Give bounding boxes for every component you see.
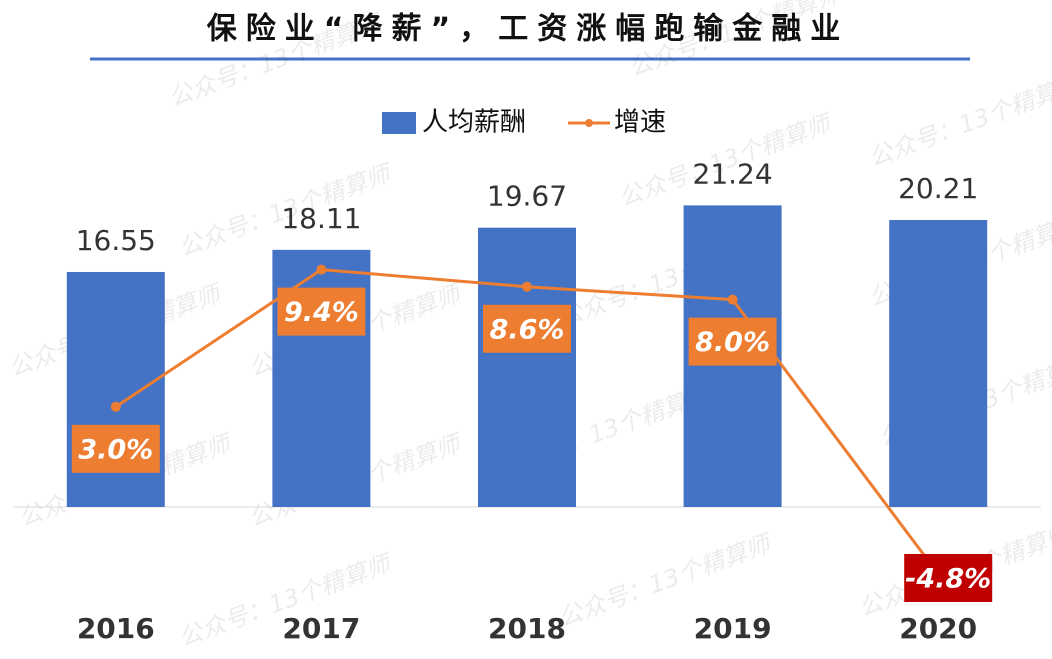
value-label-box bbox=[483, 304, 571, 353]
line-marker bbox=[110, 401, 121, 412]
value-label-box bbox=[688, 317, 777, 366]
value-label-box bbox=[71, 424, 160, 473]
bar-value-label: 21.24 bbox=[693, 157, 773, 190]
bar bbox=[889, 220, 988, 507]
x-tick-label: 2017 bbox=[282, 612, 360, 645]
value-label-box bbox=[277, 287, 366, 336]
chart-title: 保险业“降薪”，工资涨幅跑输金融业 bbox=[207, 12, 849, 47]
x-tick-label: 2020 bbox=[899, 612, 977, 645]
line-value-label: 8.6% bbox=[490, 314, 565, 345]
line-marker bbox=[522, 281, 532, 292]
line-value-label: 3.0% bbox=[78, 434, 153, 465]
line-marker bbox=[316, 264, 327, 275]
x-tick-label: 2016 bbox=[77, 612, 155, 645]
value-label-box bbox=[904, 553, 993, 602]
legend-swatch bbox=[382, 112, 416, 134]
bar-value-label: 19.67 bbox=[487, 180, 567, 213]
bar bbox=[478, 227, 576, 507]
legend-label: 人均薪酬 bbox=[422, 108, 526, 138]
legend-marker bbox=[585, 119, 593, 127]
x-tick-label: 2018 bbox=[488, 612, 566, 645]
bar-value-label: 18.11 bbox=[281, 202, 361, 235]
bar-value-label: 20.21 bbox=[898, 172, 978, 205]
line-value-label: -4.8% bbox=[905, 563, 991, 594]
line-value-label: 8.0% bbox=[695, 327, 770, 358]
legend-label: 增速 bbox=[614, 108, 666, 138]
watermark: 公众号：13个精算师 bbox=[865, 68, 1052, 172]
line-value-label: 9.4% bbox=[284, 297, 359, 328]
line-marker bbox=[727, 294, 738, 305]
x-tick-label: 2019 bbox=[694, 612, 772, 645]
bar-value-label: 16.55 bbox=[76, 224, 156, 257]
